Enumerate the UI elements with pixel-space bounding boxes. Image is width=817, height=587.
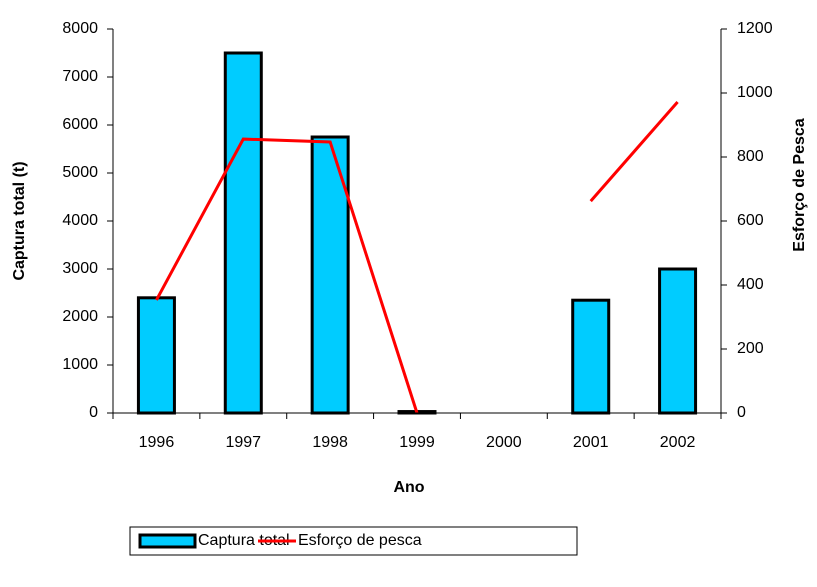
y2-tick-label: 1000 <box>737 84 773 101</box>
legend-swatch <box>138 533 197 549</box>
x-tick-label: 2001 <box>573 434 609 451</box>
bar <box>571 298 611 415</box>
y-tick-label: 8000 <box>62 20 98 37</box>
y-tick-label: 4000 <box>62 212 98 229</box>
legend-box <box>129 526 578 556</box>
x-tick-label: 2002 <box>660 434 696 451</box>
bar <box>223 51 263 415</box>
x-tick-label: 2000 <box>486 434 522 451</box>
y-tick-label: 0 <box>89 404 98 421</box>
x-axis-title: Ano <box>393 479 424 496</box>
y-tick-label: 2000 <box>62 308 98 325</box>
y2-axis-title: Esforço de Pesca <box>791 118 808 252</box>
y2-tick-label: 400 <box>737 276 764 293</box>
y-axis-title: Captura total (t) <box>11 161 28 280</box>
y-tick-label: 7000 <box>62 68 98 85</box>
bar <box>136 296 176 415</box>
y2-tick-label: 600 <box>737 212 764 229</box>
y2-tick-label: 200 <box>737 340 764 357</box>
x-tick-label: 1999 <box>399 434 435 451</box>
legend-label: Captura total <box>198 532 290 549</box>
x-tick-label: 1997 <box>225 434 261 451</box>
line <box>155 100 679 414</box>
y2-tick-label: 800 <box>737 148 764 165</box>
y2-tick-label: 1200 <box>737 20 773 37</box>
y-tick-label: 3000 <box>62 260 98 277</box>
y2-tick-label: 0 <box>737 404 746 421</box>
bar <box>658 267 698 415</box>
x-tick-label: 1996 <box>139 434 175 451</box>
y-tick-label: 1000 <box>62 356 98 373</box>
y-tick-label: 5000 <box>62 164 98 181</box>
legend-label: Esforço de pesca <box>298 532 422 549</box>
y-tick-label: 6000 <box>62 116 98 133</box>
x-tick-label: 1998 <box>312 434 348 451</box>
